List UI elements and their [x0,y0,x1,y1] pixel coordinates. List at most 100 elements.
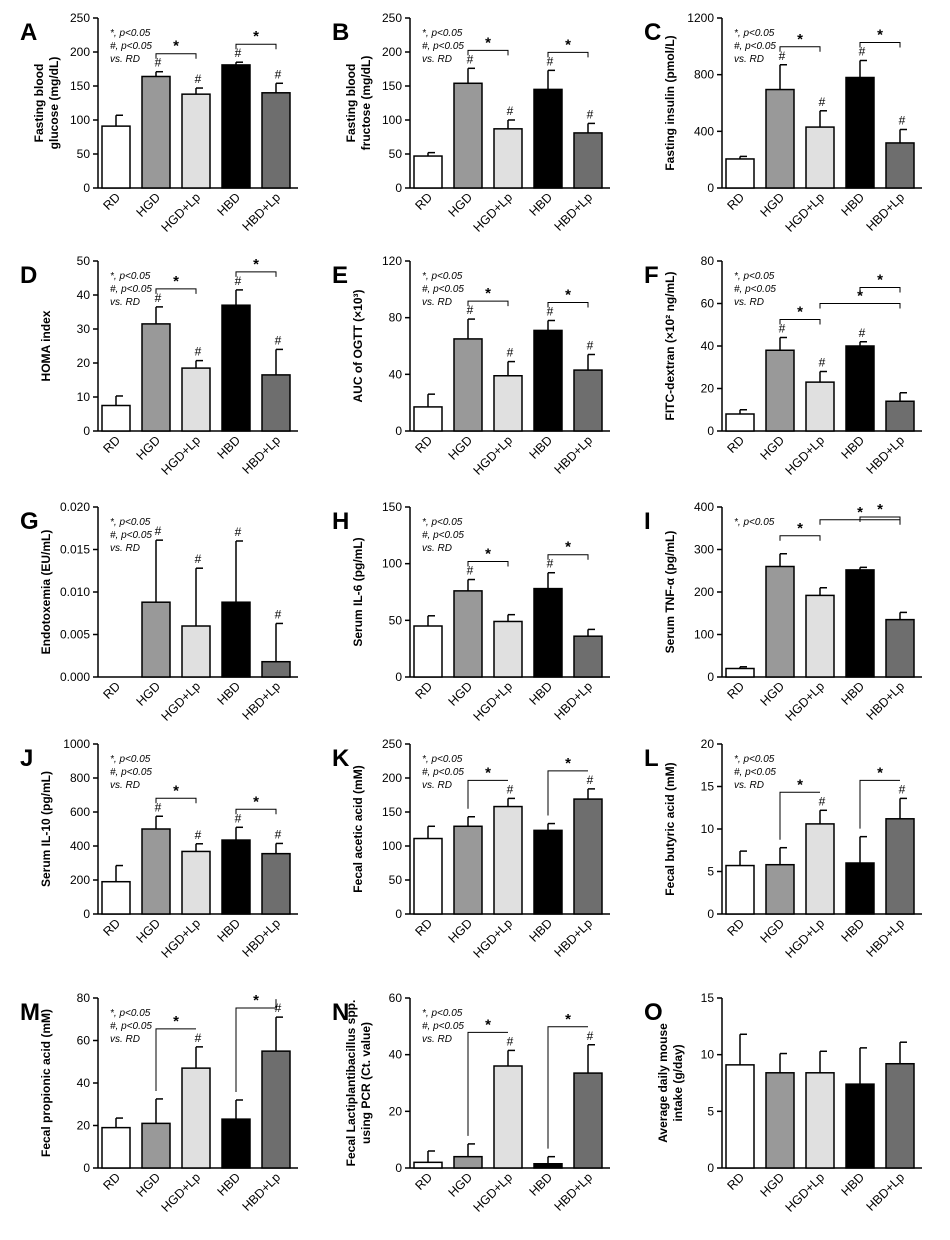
legend-line: *, p<0.05 [110,271,151,282]
bar [493,620,523,678]
bar [413,1161,443,1169]
panel-label: K [332,745,350,772]
y-tick-label: 0.005 [60,628,90,642]
significance-bracket [859,779,900,829]
x-tick-label: RD [724,916,747,939]
bar [765,863,795,915]
x-tick-label: HGD [446,433,476,463]
y-tick-label: 250 [70,11,90,25]
y-tick-label: 100 [382,839,402,853]
significance-star: * [485,764,491,781]
x-tick-label: HBD [215,679,244,708]
significance-star: * [797,520,803,537]
bar [885,400,915,432]
hash-mark: # [467,303,474,317]
x-tick-label: HGD+Lp [471,1170,516,1215]
x-tick-label: RD [412,916,435,939]
bar [221,304,251,432]
x-tick-label: HGD+Lp [471,190,516,235]
hash-mark: # [859,326,866,340]
bar [765,88,795,189]
legend-line: *, p<0.05 [422,754,463,765]
y-tick-label: 1200 [687,11,714,25]
panel-a: A 0 50 100 150 200 250 Fasting bloodglucose (mg… [20,11,298,235]
bar [725,158,755,189]
significance-star: * [253,28,259,45]
y-axis-label: Fasting bloodglucose (mg/dL) [32,57,61,150]
y-tick-label: 20 [77,1119,91,1133]
significance-star: * [877,272,883,289]
significance-bracket [235,808,277,815]
y-axis-label: Fecal propionic acid (mM) [39,1009,53,1157]
y-axis-label: AUC of OGTT (×10³) [351,289,365,402]
panel-label: C [644,19,661,46]
significance-bracket [547,770,588,816]
legend-line: *, p<0.05 [110,28,151,39]
x-tick-label: HBD [839,679,868,708]
panel-label: E [332,262,348,289]
hash-mark: # [195,828,202,842]
y-tick-label: 50 [77,147,91,161]
significance-star: * [565,36,571,53]
bar [101,1126,131,1169]
x-tick-label: HBD+Lp [864,916,908,960]
y-tick-label: 0.000 [60,670,90,684]
y-tick-label: 0 [707,670,714,684]
legend-line: *, p<0.05 [110,1008,151,1019]
legend-line: vs. RD [422,543,452,554]
x-tick-label: HBD+Lp [240,679,284,723]
y-tick-label: 0 [395,181,402,195]
y-tick-label: 80 [701,254,715,268]
x-tick-label: HGD+Lp [783,679,828,724]
bar [221,1118,251,1169]
legend-line: vs. RD [110,543,140,554]
significance-bracket [547,554,589,560]
significance-bracket [819,303,901,309]
legend-line: #, p<0.05 [110,767,152,778]
hash-mark: # [819,794,826,808]
y-tick-label: 120 [382,254,402,268]
bar [533,587,563,678]
panel-label: D [20,262,37,289]
x-tick-label: HGD [134,433,164,463]
y-tick-label: 0 [83,181,90,195]
hash-mark: # [155,291,162,305]
panel-o: O 0 5 10 15 Average daily mouseintake (g/day)… [644,991,922,1215]
x-tick-label: HGD+Lp [471,916,516,961]
x-tick-label: RD [100,1170,123,1193]
bar [181,367,211,432]
legend-line: #, p<0.05 [110,284,152,295]
x-tick-label: HBD+Lp [240,190,284,234]
bar [413,155,443,189]
significance-star: * [565,287,571,304]
hash-mark: # [819,356,826,370]
x-tick-label: HGD [758,1170,788,1200]
significance-star: * [253,256,259,273]
hash-mark: # [587,1029,594,1043]
y-tick-label: 50 [389,613,403,627]
y-tick-label: 15 [701,780,715,794]
y-tick-label: 600 [70,805,90,819]
y-tick-label: 800 [70,771,90,785]
y-tick-label: 0.015 [60,543,90,557]
x-tick-label: HGD+Lp [159,433,204,478]
hash-mark: # [155,524,162,538]
y-axis-label-line: fructose (mg/dL) [359,56,373,151]
x-tick-label: HGD+Lp [159,679,204,724]
significance-bracket [779,46,821,52]
x-tick-label: HBD+Lp [240,1170,284,1214]
significance-bracket [155,53,197,59]
bar [453,1155,483,1169]
panel-b: B 0 50 100 150 200 250 Fasting bloodfructose (m… [332,11,610,235]
legend-line: #, p<0.05 [110,530,152,541]
y-axis-label-line: Fasting blood [344,64,358,143]
bar [845,1083,875,1169]
x-tick-label: RD [100,916,123,939]
bar [573,1072,603,1169]
y-axis-label-line: Fecal acetic acid (mM) [351,765,365,892]
x-tick-label: HGD+Lp [783,433,828,478]
significance-bracket [235,999,277,1092]
y-tick-label: 250 [382,737,402,751]
significance-star: * [797,31,803,48]
y-tick-label: 400 [694,500,714,514]
